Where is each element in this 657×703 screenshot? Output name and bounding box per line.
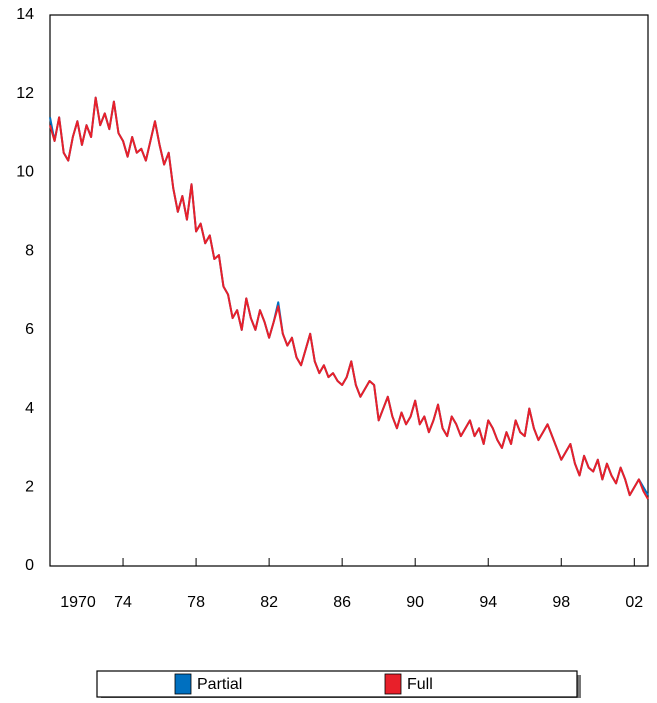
x-tick-label: 82	[260, 594, 278, 611]
y-tick-label: 2	[25, 479, 34, 496]
y-tick-label: 10	[16, 164, 34, 181]
x-tick-label: 74	[114, 594, 132, 611]
x-tick-label: 98	[552, 594, 570, 611]
y-tick-label: 0	[25, 557, 34, 574]
x-tick-label: 86	[333, 594, 351, 611]
y-tick-label: 12	[16, 85, 34, 102]
y-tick-label: 14	[16, 6, 34, 23]
legend	[96, 670, 578, 698]
x-tick-label: 02	[625, 594, 643, 611]
x-tick-label: 90	[406, 594, 424, 611]
legend-swatch	[384, 673, 402, 695]
series-line	[49, 96, 649, 500]
x-tick-label: 78	[187, 594, 205, 611]
y-tick-label: 4	[25, 400, 34, 417]
legend-label: Full	[407, 676, 433, 693]
legend-label: Partial	[197, 676, 242, 693]
legend-swatch	[174, 673, 192, 695]
series-line	[49, 96, 649, 497]
plot-frame	[49, 14, 649, 567]
y-tick-label: 8	[25, 242, 34, 259]
x-tick-label: 1970	[60, 594, 96, 611]
x-tick-label: 94	[479, 594, 497, 611]
y-tick-label: 6	[25, 321, 34, 338]
